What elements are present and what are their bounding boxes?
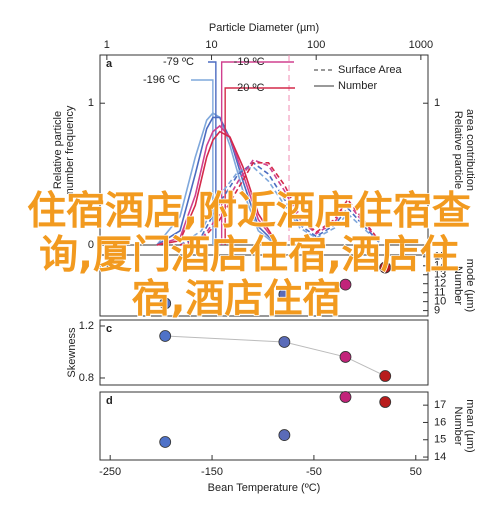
- point: [278, 336, 291, 348]
- mode-line: [224, 87, 295, 245]
- mode-line: [220, 61, 294, 245]
- panel-letter: a: [106, 58, 113, 70]
- point: [379, 370, 392, 382]
- x-tick-label: -250: [99, 466, 121, 478]
- series-label: -19 ºC: [234, 56, 265, 68]
- x-tick-label: 50: [410, 466, 422, 478]
- panel-letter: d: [106, 395, 113, 407]
- panel-letter: c: [106, 323, 112, 335]
- panel-letter: b: [106, 258, 113, 270]
- y2-tick-label: 1: [434, 97, 440, 109]
- y2-tick-label: 15: [434, 251, 446, 263]
- y-axis-label: Relative particle: [52, 111, 64, 189]
- y2-axis-label: mean (µm): [464, 399, 476, 452]
- point: [159, 330, 172, 342]
- line-series: [179, 158, 380, 246]
- x-tick-label: -50: [306, 466, 322, 478]
- overlay-line: 询,厦门酒店住宿,酒店住: [38, 233, 459, 279]
- x-tick-label: 1000: [409, 39, 433, 51]
- line-series: [156, 130, 276, 246]
- y2-tick-label: 14: [434, 260, 446, 272]
- y-tick-label: 0: [88, 239, 94, 251]
- y-axis-label: Skewness: [66, 327, 78, 378]
- y2-tick-label: 14: [434, 451, 446, 463]
- y-tick-label: 1: [88, 97, 94, 109]
- panel-frame: [99, 319, 429, 386]
- x-axis-label: Bean Temperature (ºC): [208, 482, 321, 494]
- x-tick-label: 10: [205, 39, 217, 51]
- y2-axis-label: area contribution: [464, 109, 476, 191]
- mode-line: [208, 61, 217, 245]
- y-tick-label: 1.2: [79, 320, 94, 332]
- overlay-line: 宿,酒店住宿: [131, 277, 342, 323]
- y2-tick-label: 9: [434, 305, 440, 317]
- y2-axis-label: Number: [452, 266, 464, 305]
- y2-tick-label: 13: [434, 269, 446, 281]
- y2-tick-label: 15: [434, 434, 446, 446]
- point: [159, 436, 172, 448]
- point: [278, 288, 291, 301]
- y2-axis-label: Number: [452, 406, 464, 445]
- overlay-text: 住宿酒店,附近酒店住宿查 询,厦门酒店住宿,酒店住 宿,酒店住宿: [0, 189, 498, 323]
- y2-axis-label: mode (µm): [464, 259, 476, 312]
- y2-tick-label: 17: [434, 399, 446, 411]
- point: [339, 351, 352, 363]
- point: [159, 297, 172, 310]
- point: [339, 278, 352, 291]
- trend-line: [165, 335, 386, 377]
- point: [278, 429, 291, 441]
- series-label: -79 ºC: [163, 56, 194, 68]
- y-axis-label: number frequency: [64, 105, 76, 194]
- y2-tick-label: 16: [434, 416, 446, 428]
- series-label: -196 ºC: [143, 74, 180, 86]
- x-axis-label: Particle Diameter (µm): [209, 22, 319, 34]
- point: [339, 391, 352, 403]
- line-series: [179, 161, 380, 246]
- series-label: 20 ºC: [237, 82, 264, 94]
- line-series: [179, 166, 380, 246]
- y2-tick-label: 12: [434, 278, 446, 290]
- point: [379, 261, 392, 274]
- panel-frame: [99, 391, 429, 461]
- y-tick-label: 0.8: [79, 372, 94, 384]
- x-tick-label: -150: [201, 466, 223, 478]
- legend-label: Number: [338, 80, 377, 92]
- y2-tick-label: 10: [434, 296, 446, 308]
- x-tick-label: 100: [307, 39, 325, 51]
- y2-axis-label: Relative particle: [452, 111, 464, 189]
- y2-tick-label: 11: [434, 287, 445, 299]
- line-series: [156, 124, 276, 246]
- line-series: [179, 162, 380, 246]
- overlay-line: 住宿酒店,附近酒店住宿查: [26, 189, 471, 235]
- panel-frame: [99, 254, 429, 317]
- legend-label: Surface Area: [338, 64, 402, 76]
- panel-frame: [99, 54, 429, 246]
- point: [379, 396, 392, 408]
- mode-line: [191, 79, 214, 245]
- x-tick-label: 1: [104, 39, 110, 51]
